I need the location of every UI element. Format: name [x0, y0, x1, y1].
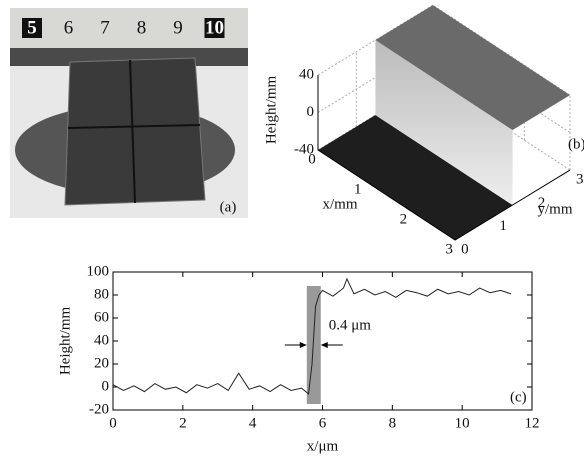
- y-tick-label: 40: [94, 332, 109, 348]
- y-tick-label: 60: [94, 309, 109, 325]
- ruler-label: 5: [27, 17, 37, 38]
- x-tick-label: 4: [249, 415, 257, 431]
- arrow-head: [299, 342, 307, 348]
- ruler-label: 7: [100, 17, 110, 38]
- ruler-label: 6: [64, 17, 74, 38]
- x-tick-label: 6: [319, 415, 327, 431]
- annotation: 0.4 μm: [329, 317, 372, 333]
- x-axis-label: x/mm: [322, 196, 357, 212]
- x-tick-label: 8: [389, 415, 397, 431]
- low-plane: [318, 115, 513, 240]
- data-line: [112, 277, 512, 395]
- grid-line: [317, 4, 571, 96]
- y-tick-label: 20: [94, 355, 109, 371]
- panel-label: (c): [510, 389, 527, 405]
- axis: [317, 75, 571, 241]
- z-tick-label: 0: [307, 104, 315, 120]
- y-tick-label: 0: [461, 241, 469, 257]
- y-tick-label: 3: [576, 172, 584, 188]
- y-axis-label: y/mm: [537, 201, 572, 217]
- x-tick-label: 0: [109, 415, 117, 431]
- x-tick-label: 3: [445, 241, 453, 257]
- y-axis-label: Height/mm: [57, 307, 73, 376]
- highlight-band: [306, 286, 321, 404]
- panel-label: (a): [220, 199, 237, 215]
- sample-line: [129, 59, 136, 204]
- sample: [64, 57, 206, 206]
- y-tick-label: 80: [94, 286, 109, 302]
- step-wall: [375, 40, 513, 206]
- ruler-label: 8: [137, 17, 147, 38]
- ruler-box: [204, 18, 225, 38]
- z-axis-label: Height/mm: [263, 76, 279, 145]
- photo: (a): [10, 8, 248, 218]
- arrow-head: [320, 342, 328, 348]
- x-tick-label: 2: [400, 211, 408, 227]
- y-tick-label: -20: [89, 401, 109, 417]
- z-tick-label: 40: [299, 66, 314, 82]
- x-tick-label: 2: [179, 415, 187, 431]
- z-tick-label: -40: [294, 141, 314, 157]
- y-tick-label: 1: [499, 218, 507, 234]
- ruler-box: [22, 18, 42, 38]
- ruler-label: 9: [173, 17, 183, 38]
- y-tick-label: 0: [102, 378, 110, 394]
- sample-line: [67, 124, 201, 129]
- y-tick-label: 100: [87, 263, 110, 279]
- y-tick-label: 2: [538, 195, 546, 211]
- x-tick-label: 0: [308, 151, 316, 167]
- x-tick-label: 12: [525, 415, 540, 431]
- high-plane: [375, 5, 570, 131]
- ruler-label: 10: [205, 17, 224, 38]
- x-axis-label: x/μm: [307, 438, 339, 454]
- x-tick-label: 10: [455, 415, 470, 431]
- panel-label: (b): [568, 136, 584, 152]
- plot-frame: [112, 271, 533, 411]
- x-tick-label: 1: [354, 181, 362, 197]
